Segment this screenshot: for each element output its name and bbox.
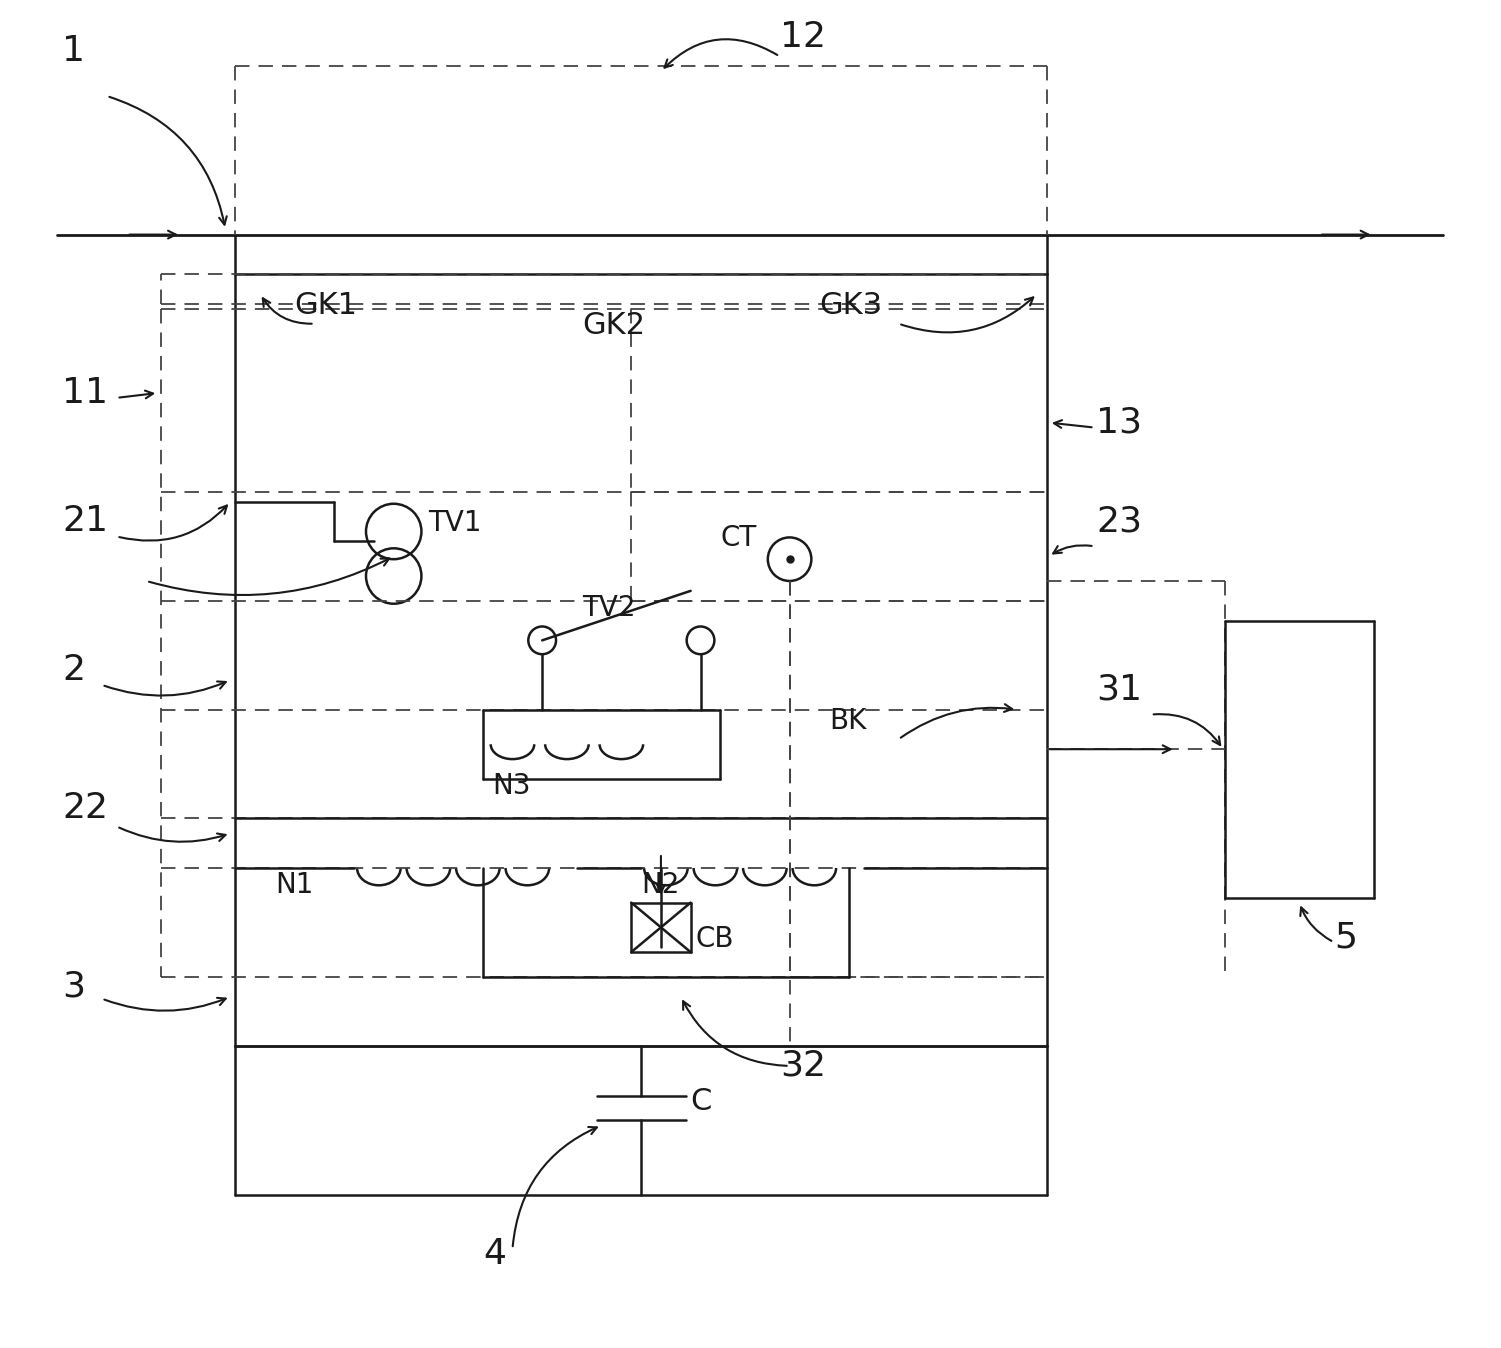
Text: 13: 13 xyxy=(1096,406,1142,439)
Text: 21: 21 xyxy=(62,504,108,538)
Text: TV1: TV1 xyxy=(428,510,482,538)
Text: N1: N1 xyxy=(275,871,314,899)
Text: CB: CB xyxy=(695,925,734,953)
Text: BK: BK xyxy=(829,708,866,736)
Text: C: C xyxy=(690,1088,711,1116)
Text: 31: 31 xyxy=(1096,673,1142,706)
Text: GK2: GK2 xyxy=(582,310,645,340)
Text: 22: 22 xyxy=(62,791,108,825)
Text: 3: 3 xyxy=(62,969,86,1004)
Text: CT: CT xyxy=(720,524,757,553)
Text: 23: 23 xyxy=(1096,504,1142,538)
Text: 11: 11 xyxy=(62,376,108,410)
Text: GK3: GK3 xyxy=(820,291,883,319)
Text: 5: 5 xyxy=(1334,921,1357,954)
Text: 2: 2 xyxy=(62,652,86,687)
Text: 1: 1 xyxy=(62,35,86,69)
Text: N3: N3 xyxy=(492,772,531,799)
Text: N2: N2 xyxy=(641,871,680,899)
Text: TV2: TV2 xyxy=(582,593,635,621)
Text: 32: 32 xyxy=(779,1049,826,1082)
Text: GK1: GK1 xyxy=(294,291,357,319)
Text: 4: 4 xyxy=(483,1237,506,1271)
Text: 12: 12 xyxy=(779,19,826,54)
